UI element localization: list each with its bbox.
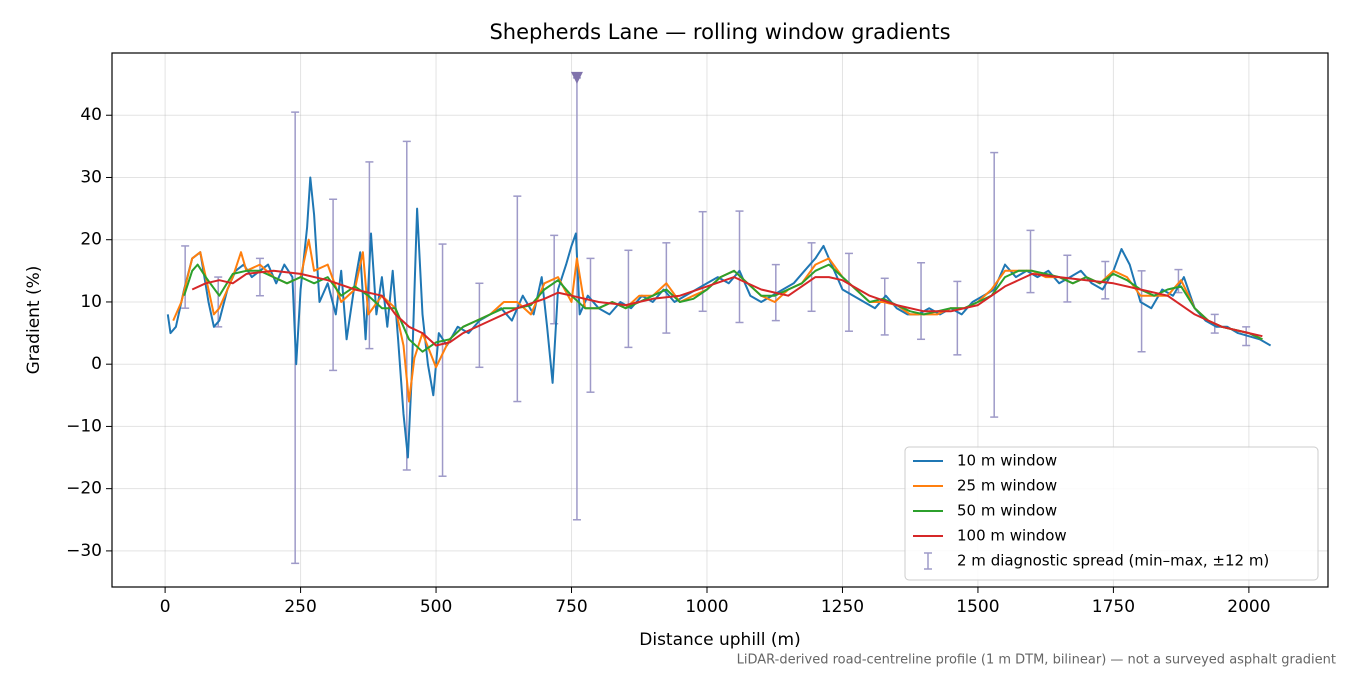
x-tick-label: 0 <box>160 597 171 617</box>
x-tick-label: 500 <box>420 597 452 617</box>
error-bar <box>1026 229 1035 294</box>
x-axis-label: Distance uphill (m) <box>639 630 800 650</box>
x-tick-label: 250 <box>284 597 316 617</box>
x-tick-label: 750 <box>555 597 587 617</box>
plot-frame <box>111 52 1329 588</box>
legend-label: 10 m window <box>957 452 1057 470</box>
error-bar <box>438 243 447 477</box>
error-bar <box>402 140 411 471</box>
error-bar <box>181 245 190 309</box>
error-bar <box>735 210 744 324</box>
y-tick-label: 20 <box>80 230 102 250</box>
legend: 10 m window 25 m window 50 m window 100 m w… <box>904 446 1319 581</box>
legend-label: 25 m window <box>957 477 1057 495</box>
error-bar <box>214 276 223 328</box>
legend-box <box>904 446 1319 581</box>
error-bar <box>698 210 707 313</box>
series-line <box>191 269 1263 347</box>
error-bar <box>953 280 962 356</box>
plot-area <box>166 77 1272 565</box>
footnote: LiDAR-derived road-centreline profile (1… <box>737 653 1336 668</box>
x-tick-label: 1250 <box>821 597 864 617</box>
y-tick-label: −20 <box>66 479 102 499</box>
x-tick-label: 1500 <box>956 597 999 617</box>
y-tick-label: 30 <box>80 167 102 187</box>
x-tick-label: 1000 <box>685 597 728 617</box>
legend-label: 100 m window <box>957 527 1067 545</box>
x-tick-label: 2000 <box>1227 597 1270 617</box>
error-bar <box>1137 270 1146 353</box>
chart-title: Shepherds Lane — rolling window gradient… <box>489 20 950 44</box>
error-bar <box>586 257 595 393</box>
error-bar <box>880 277 889 336</box>
y-tick-label: 0 <box>91 354 102 374</box>
legend-label: 2 m diagnostic spread (min–max, ±12 m) <box>957 552 1269 570</box>
y-tick-label: 40 <box>80 105 102 125</box>
error-bar <box>662 242 671 334</box>
y-tick-label: 10 <box>80 292 102 312</box>
series-line <box>172 238 1263 403</box>
error-bar <box>807 242 816 313</box>
y-axis-label: Gradient (%) <box>24 266 44 375</box>
error-bar <box>917 261 926 341</box>
legend-label: 50 m window <box>957 502 1057 520</box>
y-tick-label: −10 <box>66 416 102 436</box>
y-tick-label: −30 <box>66 541 102 561</box>
error-bar <box>624 249 633 349</box>
error-bar <box>513 195 522 403</box>
x-tick-label: 1750 <box>1092 597 1135 617</box>
outlier-marker <box>570 71 583 84</box>
